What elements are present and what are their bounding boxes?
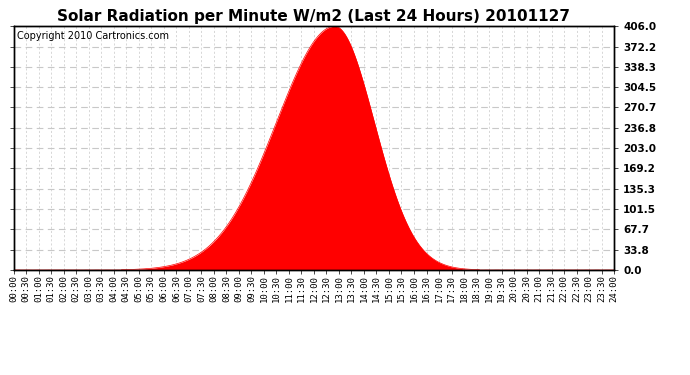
Title: Solar Radiation per Minute W/m2 (Last 24 Hours) 20101127: Solar Radiation per Minute W/m2 (Last 24… xyxy=(57,9,571,24)
Text: Copyright 2010 Cartronics.com: Copyright 2010 Cartronics.com xyxy=(17,31,169,41)
